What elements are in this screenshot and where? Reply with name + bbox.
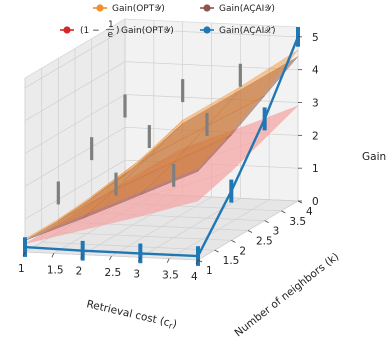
legend-label-aeai-x: Gain(AÇAI𝒳) [219, 26, 276, 36]
y-tick [231, 239, 236, 243]
legend-label-lower: Gain(OPT𝒴) [121, 26, 174, 36]
legend-label-aeai-y: Gain(AÇAI𝒴) [219, 4, 275, 14]
x-tick-label: 4 [191, 271, 198, 283]
x-tick [22, 251, 26, 257]
x-tick [195, 259, 199, 265]
y-tick [281, 210, 286, 214]
y-tick [247, 230, 253, 233]
z-tick-label: 1 [312, 163, 319, 175]
z-tick-label: 4 [312, 65, 319, 77]
z-tick-label: 3 [312, 98, 319, 110]
grid-back-z [124, 94, 299, 103]
x-axis-label: Retrieval cost (cr) [85, 298, 178, 331]
legend-marker-opt [96, 4, 104, 12]
grid-left-z [24, 94, 126, 154]
legend-entry-lower: (1 − 1 e ) Gain(OPT𝒴) [60, 20, 174, 40]
grid-floor-y [58, 231, 232, 241]
lower-bound-surface [140, 171, 232, 217]
legend-label-opt: Gain(OPT𝒴) [112, 4, 165, 14]
legend-entry-opt: Gain(OPT𝒴) [93, 4, 165, 14]
legend-label-lower-prefix: (1 − [80, 26, 100, 36]
x-tick [80, 254, 84, 259]
y-tick-label: 3 [273, 226, 280, 238]
y-tick-label: 1.5 [223, 255, 240, 267]
grid-left-z [24, 127, 126, 187]
legend-label-lower-frac-den: e [108, 30, 114, 40]
legend-entry-aeai-x: Gain(AÇAI𝒳) [200, 26, 276, 36]
x-tick-label: 3 [133, 268, 140, 280]
x-tick-label: 2 [76, 266, 83, 278]
x-tick [166, 258, 170, 263]
x-tick [109, 255, 112, 261]
legend-marker-lower [63, 26, 71, 34]
grid-floor-y [41, 241, 215, 251]
x-tick-label: 1.5 [47, 264, 64, 276]
x-tick [137, 257, 141, 262]
y-tick [214, 249, 219, 253]
legend-label-lower-frac-num: 1 [108, 20, 114, 30]
legend-marker-aeai-x [203, 26, 211, 34]
z-tick-label: 0 [312, 196, 319, 208]
legend-label-lower-suffix: ) [116, 26, 120, 36]
legend-entry-aeai-y: Gain(AÇAI𝒴) [200, 4, 275, 14]
grid-left-z [24, 61, 126, 121]
opt-surface [140, 131, 232, 192]
legend-marker-aeai-y [203, 4, 211, 12]
series-marks [23, 27, 300, 266]
z-tick-label: 2 [312, 130, 319, 142]
y-tick-label: 4 [306, 206, 313, 218]
y-tick-label: 2 [239, 245, 246, 257]
z-axis-label: Gain [362, 151, 386, 163]
legend: Gain(OPT𝒴) Gain(AÇAI𝒴) (1 − 1 e ) Gain(O… [60, 4, 276, 40]
x-tick-label: 2.5 [105, 267, 122, 279]
y-tick-label: 3.5 [289, 216, 306, 228]
aeai-y-surface [140, 135, 232, 196]
x-tick-label: 3.5 [162, 270, 179, 282]
y-tick-label: 2.5 [256, 236, 273, 248]
grid-left-z [24, 159, 126, 220]
grid-left-z [24, 28, 126, 89]
y-tick [264, 220, 269, 224]
surfaces [24, 49, 299, 245]
x-tick [51, 253, 55, 258]
z-tick-label: 5 [312, 32, 319, 44]
y-axis-label: Number of neighbors (k) [232, 251, 341, 340]
x-tick-label: 1 [18, 263, 25, 275]
y-tick-label: 1 [206, 265, 213, 277]
y-tick [197, 259, 203, 263]
grid-back-z [124, 28, 299, 38]
